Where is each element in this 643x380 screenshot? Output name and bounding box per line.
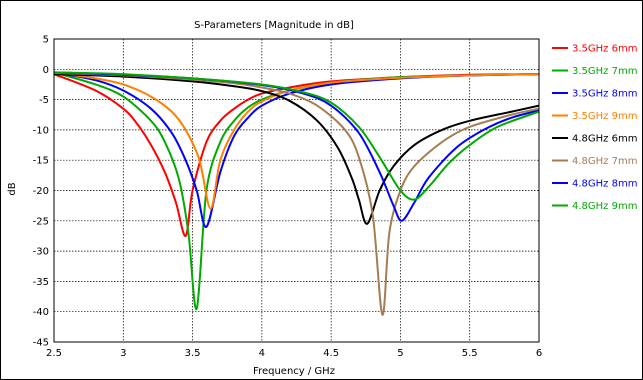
legend-label: 4.8GHz 8mm bbox=[572, 179, 637, 190]
series-line-3 bbox=[53, 71, 540, 228]
legend-label: 4.8GHz 6mm bbox=[572, 134, 637, 145]
plot-border bbox=[53, 38, 540, 343]
y-tick-label: -40 bbox=[33, 307, 49, 318]
series-line-4 bbox=[53, 71, 540, 210]
x-tick-label: 3 bbox=[120, 348, 126, 359]
legend-label: 3.5GHz 6mm bbox=[572, 44, 637, 55]
y-tick-label: -30 bbox=[33, 247, 49, 258]
series-line-6 bbox=[53, 71, 540, 316]
x-tick-label: 5.5 bbox=[462, 348, 478, 359]
legend-label: 4.8GHz 7mm bbox=[572, 156, 637, 167]
x-tick-label: 4 bbox=[259, 348, 265, 359]
legend-label: 3.5GHz 8mm bbox=[572, 89, 637, 100]
x-tick-label: 5 bbox=[397, 348, 403, 359]
x-axis-label: Frequency / GHz bbox=[253, 366, 335, 377]
series-line-5 bbox=[53, 73, 540, 225]
legend-label: 3.5GHz 7mm bbox=[572, 66, 637, 77]
x-ticks: 2.5 3 3.5 4 4.5 5 5.5 6 bbox=[46, 348, 542, 359]
x-tick-label: 2.5 bbox=[46, 348, 62, 359]
x-tick-label: 3.5 bbox=[185, 348, 201, 359]
x-tick-label: 4.5 bbox=[323, 348, 339, 359]
y-tick-label: -5 bbox=[39, 95, 49, 106]
y-tick-label: 0 bbox=[43, 65, 49, 76]
series-lines bbox=[53, 71, 540, 316]
y-tick-label: -10 bbox=[33, 125, 49, 136]
legend-label: 3.5GHz 9mm bbox=[572, 111, 637, 122]
x-tick-label: 6 bbox=[536, 348, 542, 359]
y-axis-label: dB bbox=[7, 182, 18, 195]
legend-label: 4.8GHz 9mm bbox=[572, 201, 637, 212]
grid bbox=[53, 38, 540, 343]
y-tick-label: -35 bbox=[33, 277, 49, 288]
y-ticks: 5 0 -5 -10 -15 -20 -25 -30 -35 -40 -45 bbox=[33, 35, 49, 349]
y-tick-label: -15 bbox=[33, 156, 49, 167]
series-line-8 bbox=[53, 71, 540, 201]
y-tick-label: -25 bbox=[33, 216, 49, 227]
legend: 3.5GHz 6mm 3.5GHz 7mm 3.5GHz 8mm 3.5GHz 9mm… bbox=[552, 44, 637, 212]
chart-title: S-Parameters [Magnitude in dB] bbox=[194, 20, 354, 31]
y-tick-label: 5 bbox=[43, 35, 49, 46]
y-tick-label: -20 bbox=[33, 186, 49, 197]
y-tick-label: -45 bbox=[33, 338, 49, 349]
